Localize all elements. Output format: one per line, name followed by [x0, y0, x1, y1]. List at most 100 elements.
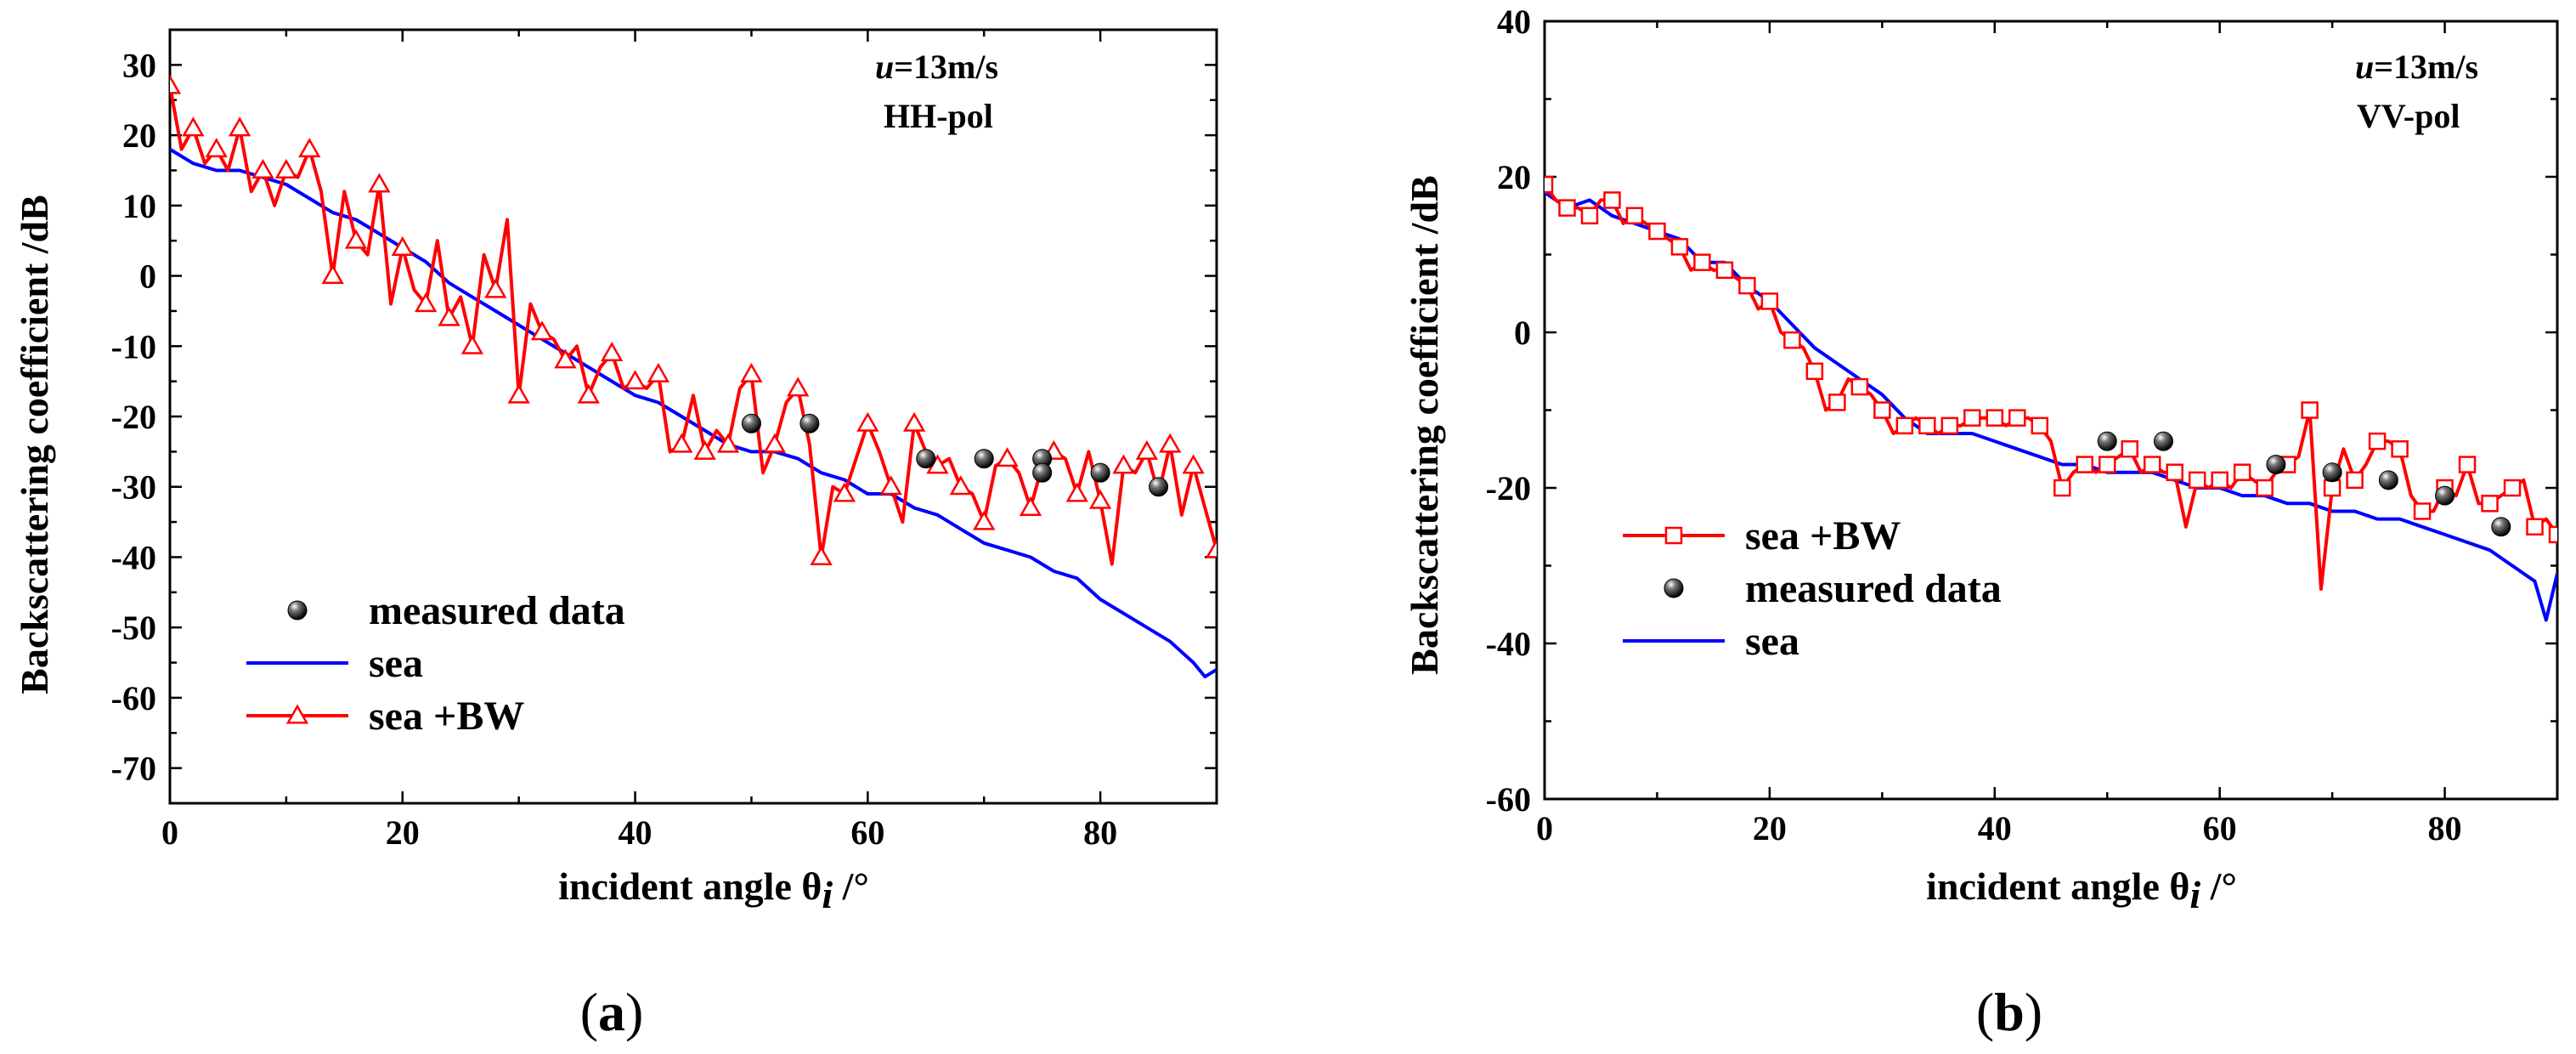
annotation-speed: u=13m/s	[875, 48, 998, 86]
data-point-sea-bw	[2031, 416, 2049, 435]
data-point-sea-bw	[647, 362, 670, 382]
data-point-sea-bw	[2323, 479, 2342, 497]
y-tick-label: -60	[111, 679, 156, 717]
data-point-sea-bw	[902, 411, 926, 432]
y-tick-label: 0	[139, 258, 156, 296]
data-point-sea-bw	[879, 475, 902, 496]
data-point-sea-bw	[298, 138, 321, 158]
data-point-sea-bw	[391, 235, 414, 256]
data-point-sea-bw	[1625, 207, 1644, 224]
data-point-sea-bw	[1828, 394, 1846, 411]
plot-frame	[168, 28, 1218, 805]
data-point-sea-bw	[716, 433, 740, 453]
data-point-sea-bw	[2211, 471, 2229, 490]
annotation-polarization: HH-pol	[884, 97, 993, 135]
data-point-sea-bw	[1986, 409, 2004, 427]
y-tick-label: 40	[1497, 3, 1531, 41]
y-tick-label: -40	[111, 538, 156, 576]
data-point-sea-bw	[670, 433, 693, 453]
data-point-sea-bw	[1135, 439, 1159, 460]
legend-label-measured-data: measured data	[369, 588, 625, 633]
series-layer	[1545, 175, 2557, 622]
data-point-sea-bw	[1940, 416, 1959, 435]
y-axis-label: Backscattering coefficient /dB	[1403, 175, 1446, 675]
legend-label-sea-bw: sea +BW	[369, 694, 524, 739]
legend-marker-measured-data	[1664, 578, 1684, 598]
data-point-sea-bw	[1693, 253, 1711, 271]
x-tick-label: 0	[161, 813, 178, 852]
data-point-sea-bw	[2076, 456, 2093, 473]
legend-label-measured-data: measured data	[1745, 566, 2002, 611]
x-axis-label: incident angle θi /°	[558, 864, 869, 916]
annotation-polarization: VV-pol	[2357, 97, 2460, 135]
y-axis-label: Backscattering coefficient /dB	[13, 195, 56, 694]
data-point-sea-bw	[2548, 525, 2557, 544]
data-point-sea-bw	[274, 158, 298, 178]
legend-marker-measured-data	[287, 600, 308, 620]
data-point-sea-bw	[2188, 471, 2206, 490]
data-point-sea-bw	[2053, 479, 2071, 497]
data-point-sea-bw	[2481, 495, 2499, 513]
data-point-sea-bw	[2458, 456, 2477, 473]
data-point-measured-data	[2378, 470, 2398, 490]
data-point-sea-bw	[2166, 463, 2183, 481]
data-point-sea-bw	[507, 383, 530, 404]
data-point-sea-bw	[1715, 261, 1734, 280]
data-point-measured-data	[916, 449, 936, 469]
data-point-sea-bw	[1205, 538, 1217, 558]
data-point-sea-bw	[1760, 292, 1779, 310]
data-point-sea-bw	[1738, 276, 1756, 295]
data-point-sea-bw	[2391, 440, 2409, 458]
chart-panel-a: u=13m/s HH-pol incident angle θi /° Back…	[13, 28, 1218, 1042]
data-point-sea-bw	[228, 116, 251, 137]
annotation-speed: u=13m/s	[2355, 48, 2478, 86]
y-tick-label: -20	[111, 398, 156, 436]
data-point-sea-bw	[973, 510, 996, 530]
legend: measured data sea sea +BW	[246, 588, 625, 739]
data-point-sea-bw	[1783, 331, 1801, 349]
data-point-measured-data	[2153, 431, 2173, 451]
data-point-sea-bw	[438, 306, 460, 326]
data-point-sea-bw	[344, 229, 368, 249]
x-tick-label: 40	[619, 813, 652, 852]
data-point-sea-bw	[460, 334, 484, 354]
data-point-measured-data	[1149, 477, 1169, 497]
data-point-sea-bw	[1963, 409, 1981, 427]
legend-label-sea: sea	[1745, 619, 1799, 664]
data-point-sea-bw	[2098, 456, 2116, 473]
data-point-measured-data	[799, 413, 820, 434]
data-point-sea-bw	[2301, 401, 2319, 419]
data-point-sea-bw	[182, 116, 205, 137]
data-point-sea-bw	[787, 377, 810, 397]
data-point-sea-bw	[2526, 518, 2544, 536]
data-point-sea-bw	[2346, 471, 2364, 490]
data-point-sea-bw	[205, 138, 228, 158]
data-point-measured-data	[2097, 431, 2117, 451]
panel-caption: (b)	[1976, 982, 2042, 1042]
data-point-sea-bw	[2503, 479, 2522, 497]
data-point-sea-bw	[2256, 479, 2274, 497]
series-line-sea-bw	[1545, 183, 2557, 591]
x-tick-label: 40	[1978, 809, 2012, 847]
data-point-sea-bw	[170, 74, 182, 94]
x-tick-label: 0	[1536, 809, 1553, 847]
chart-panel-b: u=13m/s VV-pol incident angle θi /° Back…	[1403, 3, 2559, 1042]
y-tick-label: 20	[1497, 158, 1531, 196]
series-line-sea-bw	[170, 85, 1217, 566]
legend: sea +BW measured data sea	[1623, 513, 2002, 664]
data-point-sea-bw	[1580, 207, 1599, 224]
data-point-sea-bw	[1850, 377, 1869, 396]
data-point-sea-bw	[693, 439, 716, 460]
data-point-sea-bw	[624, 370, 647, 390]
series-layer	[170, 74, 1217, 679]
y-tick-label: -10	[111, 327, 156, 366]
data-point-sea-bw	[2413, 502, 2432, 520]
data-point-sea-bw	[2008, 409, 2026, 427]
x-tick-label: 60	[2203, 809, 2237, 847]
x-tick-label: 60	[850, 813, 884, 852]
data-point-sea-bw	[996, 447, 1019, 468]
data-point-measured-data	[2322, 462, 2342, 483]
data-point-sea-bw	[1159, 433, 1182, 453]
data-point-measured-data	[974, 449, 994, 469]
data-point-sea-bw	[484, 278, 507, 298]
